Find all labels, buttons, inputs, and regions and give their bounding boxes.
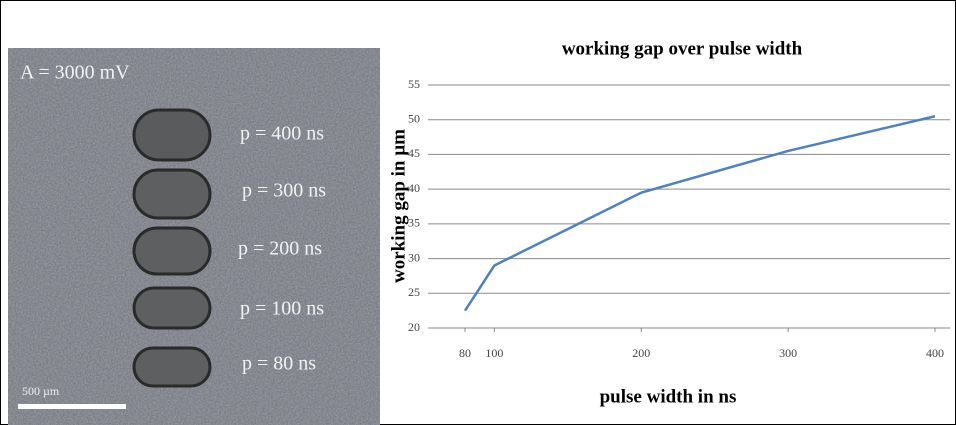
x-tick-label: 200 bbox=[632, 346, 650, 360]
y-tick-label: 35 bbox=[408, 216, 420, 230]
figure: A = 3000 mV p = 400 ns p = 300 ns p = 20… bbox=[0, 0, 956, 425]
scale-bar-label: 500 µm bbox=[22, 384, 60, 398]
y-tick-label: 50 bbox=[408, 111, 420, 125]
y-tick-label: 45 bbox=[408, 146, 420, 160]
pulse-label: p = 80 ns bbox=[242, 353, 316, 375]
y-tick-label: 55 bbox=[408, 77, 420, 91]
pulse-label: p = 100 ns bbox=[240, 298, 324, 320]
micrograph: A = 3000 mV p = 400 ns p = 300 ns p = 20… bbox=[8, 48, 380, 425]
chart-title: working gap over pulse width bbox=[562, 38, 803, 59]
x-tick-label: 100 bbox=[485, 346, 503, 360]
y-tick-label: 25 bbox=[408, 285, 420, 299]
y-tick-label: 20 bbox=[408, 320, 420, 334]
x-axis-title: pulse width in ns bbox=[600, 386, 737, 407]
pulse-label: p = 300 ns bbox=[242, 180, 326, 202]
y-tick-label: 30 bbox=[408, 250, 420, 264]
x-tick-label: 400 bbox=[926, 346, 944, 360]
x-tick-label: 300 bbox=[779, 346, 797, 360]
y-tick-label: 40 bbox=[408, 181, 420, 195]
x-tick-label: 80 bbox=[459, 346, 471, 360]
y-axis-title: working gap in µm bbox=[388, 129, 409, 283]
amplitude-label: A = 3000 mV bbox=[20, 62, 130, 84]
pulse-label: p = 200 ns bbox=[238, 238, 322, 260]
pulse-label: p = 400 ns bbox=[240, 123, 324, 145]
